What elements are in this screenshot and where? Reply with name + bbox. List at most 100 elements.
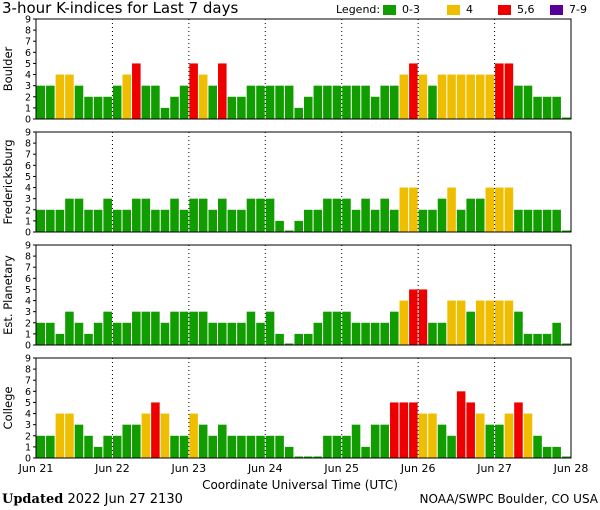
y-tick-label: 2 bbox=[25, 318, 31, 329]
bar bbox=[275, 333, 284, 345]
bar bbox=[122, 74, 132, 119]
bar bbox=[514, 402, 523, 458]
bar bbox=[256, 435, 265, 458]
y-tick-label: 0 bbox=[25, 228, 31, 239]
x-tick-label: Jun 28 bbox=[553, 462, 589, 475]
bar bbox=[151, 209, 160, 232]
bar bbox=[265, 435, 275, 458]
bar bbox=[103, 435, 112, 458]
bar bbox=[256, 85, 265, 119]
bar bbox=[189, 63, 198, 119]
bar bbox=[323, 311, 332, 345]
bar bbox=[542, 446, 552, 458]
bar bbox=[389, 209, 399, 232]
bar bbox=[265, 311, 275, 345]
bar bbox=[55, 333, 65, 345]
bar bbox=[93, 96, 103, 119]
bar bbox=[65, 311, 74, 345]
bar bbox=[504, 63, 514, 119]
legend-item-quiet: 0-3 bbox=[383, 3, 420, 16]
bar bbox=[399, 74, 409, 119]
y-tick-label: 6 bbox=[25, 387, 31, 398]
bar bbox=[246, 198, 256, 232]
bar bbox=[418, 413, 428, 458]
y-tick-label: 7 bbox=[25, 37, 31, 48]
y-tick-label: 6 bbox=[25, 161, 31, 172]
bar bbox=[370, 424, 380, 458]
bar bbox=[399, 187, 409, 232]
bar bbox=[370, 209, 380, 232]
bar bbox=[456, 209, 466, 232]
bar bbox=[256, 322, 265, 345]
y-tick-label: 6 bbox=[25, 274, 31, 285]
bar bbox=[294, 333, 303, 345]
bar bbox=[351, 322, 361, 345]
panel-label: College bbox=[1, 387, 15, 430]
bar bbox=[370, 322, 380, 345]
bar bbox=[179, 209, 189, 232]
bar bbox=[561, 456, 571, 458]
bar bbox=[170, 311, 179, 345]
bar bbox=[170, 435, 179, 458]
bar bbox=[103, 311, 112, 345]
bar bbox=[514, 209, 523, 232]
bar bbox=[218, 424, 227, 458]
updated-label: Updated bbox=[2, 492, 64, 507]
x-tick-label: Jun 27 bbox=[476, 462, 512, 475]
bar bbox=[304, 333, 313, 345]
bar bbox=[409, 63, 418, 119]
bar bbox=[475, 413, 485, 458]
bar bbox=[561, 343, 571, 345]
bar bbox=[323, 85, 332, 119]
panel-label: Fredericksburg bbox=[1, 139, 15, 224]
bar bbox=[65, 74, 74, 119]
bar bbox=[437, 74, 447, 119]
bar bbox=[208, 209, 218, 232]
bar bbox=[561, 117, 571, 119]
y-tick-label: 1 bbox=[25, 329, 31, 340]
legend-swatch-k79 bbox=[550, 4, 563, 15]
y-tick-label: 0 bbox=[25, 115, 31, 126]
y-tick-label: 7 bbox=[25, 263, 31, 274]
bar bbox=[218, 63, 227, 119]
panel-label: Est. Planetary bbox=[1, 255, 15, 335]
bar bbox=[84, 333, 93, 345]
bar bbox=[246, 85, 256, 119]
bar bbox=[265, 85, 275, 119]
bar bbox=[380, 198, 389, 232]
bar bbox=[227, 96, 237, 119]
legend-text-quiet: 0-3 bbox=[402, 3, 420, 16]
x-tick-label: Jun 23 bbox=[171, 462, 207, 475]
bar bbox=[151, 311, 160, 345]
bar bbox=[294, 220, 303, 232]
bar bbox=[93, 322, 103, 345]
bar bbox=[370, 96, 380, 119]
y-tick-label: 1 bbox=[25, 442, 31, 453]
bar bbox=[141, 85, 151, 119]
bar bbox=[189, 413, 198, 458]
bar bbox=[284, 85, 294, 119]
y-tick-label: 5 bbox=[25, 398, 31, 409]
panel-frame bbox=[35, 357, 572, 459]
y-tick-label: 8 bbox=[25, 139, 31, 150]
bar bbox=[361, 85, 370, 119]
bar bbox=[542, 333, 552, 345]
bar bbox=[284, 343, 294, 345]
bar bbox=[447, 435, 456, 458]
bar bbox=[313, 85, 323, 119]
legend-swatch-k56 bbox=[498, 4, 511, 15]
bar bbox=[332, 198, 342, 232]
bar bbox=[495, 187, 504, 232]
bar bbox=[275, 220, 284, 232]
bar bbox=[495, 300, 504, 345]
bar bbox=[495, 424, 504, 458]
y-tick-label: 2 bbox=[25, 92, 31, 103]
x-tick-label: Jun 26 bbox=[400, 462, 436, 475]
bar bbox=[65, 198, 74, 232]
bar bbox=[428, 209, 437, 232]
bar bbox=[160, 322, 170, 345]
bar bbox=[514, 85, 523, 119]
bar bbox=[361, 446, 370, 458]
bar bbox=[237, 435, 246, 458]
bar bbox=[418, 289, 428, 345]
